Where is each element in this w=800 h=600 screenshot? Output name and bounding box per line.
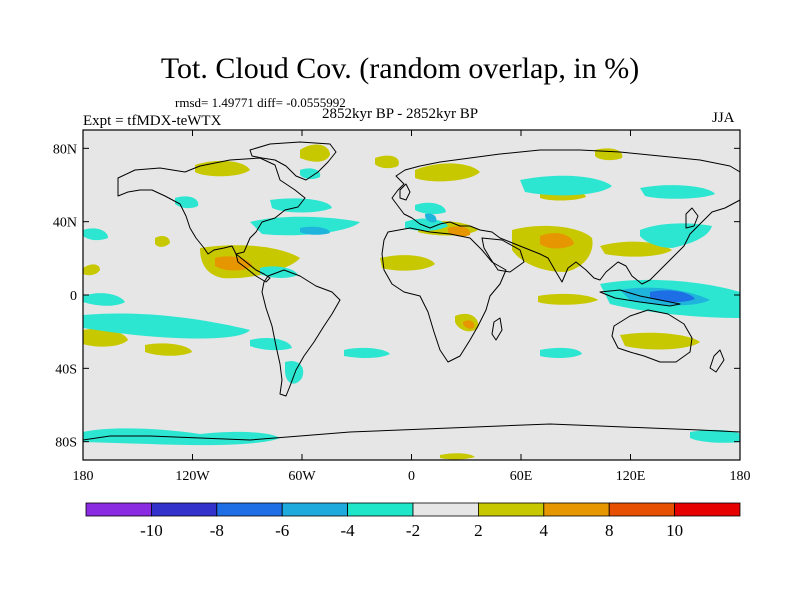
latitude-axis: 80N 40N 0 40S 80S: [53, 142, 740, 451]
colorbar-swatch: [477, 502, 545, 517]
lon-tick-label: 180: [730, 469, 751, 484]
colorbar-swatch: [674, 502, 741, 517]
colorbar-swatch: [150, 502, 218, 517]
lon-tick-label: 60E: [510, 469, 533, 484]
lat-tick-label: 80S: [55, 436, 77, 451]
colorbar-label: 10: [666, 521, 683, 540]
colorbar-label: -6: [275, 521, 289, 540]
lon-tick-label: 120W: [175, 469, 210, 484]
lat-tick-label: 0: [70, 289, 77, 304]
colorbar-label: -8: [210, 521, 224, 540]
lon-tick-label: 0: [408, 469, 415, 484]
cloud-anomaly-patches: [83, 144, 740, 460]
colorbar-swatch: [85, 502, 152, 517]
colorbar-label: -10: [140, 521, 163, 540]
anomaly-fields: [83, 144, 740, 460]
lon-tick-label: 60W: [288, 469, 316, 484]
lon-tick-label: 180: [73, 469, 94, 484]
colorbar-label: -4: [341, 521, 356, 540]
colorbar-label: 4: [540, 521, 549, 540]
longitude-axis: 180 120W 60W 0 60E 120E 180: [73, 130, 751, 484]
colorbar-label: -2: [406, 521, 420, 540]
colorbar-swatch: [281, 502, 349, 517]
map-title: Tot. Cloud Cov. (random overlap, in %): [160, 52, 640, 85]
colorbar-label: 2: [474, 521, 483, 540]
rmsd-diff-stats: rmsd= 1.49771 diff= -0.0555992: [175, 95, 346, 110]
colorbar-label: 8: [605, 521, 614, 540]
lat-tick-label: 80N: [53, 142, 77, 157]
time-period-label: 2852kyr BP - 2852kyr BP: [322, 106, 479, 122]
lon-tick-label: 120E: [616, 469, 646, 484]
colorbar-swatch: [412, 502, 479, 517]
experiment-label: Expt = tfMDX-teWTX: [83, 113, 222, 129]
lat-tick-label: 40N: [53, 216, 77, 231]
colorbar-swatch: [216, 502, 283, 517]
lat-tick-label: 40S: [55, 362, 77, 377]
colorbar: -10 -8 -6 -4 -2 2 4 8 10: [85, 502, 741, 540]
colorbar-swatch: [608, 502, 676, 517]
season-label: JJA: [712, 110, 735, 126]
coastlines: [83, 141, 740, 441]
colorbar-swatch: [543, 502, 610, 517]
colorbar-swatch: [347, 502, 414, 517]
